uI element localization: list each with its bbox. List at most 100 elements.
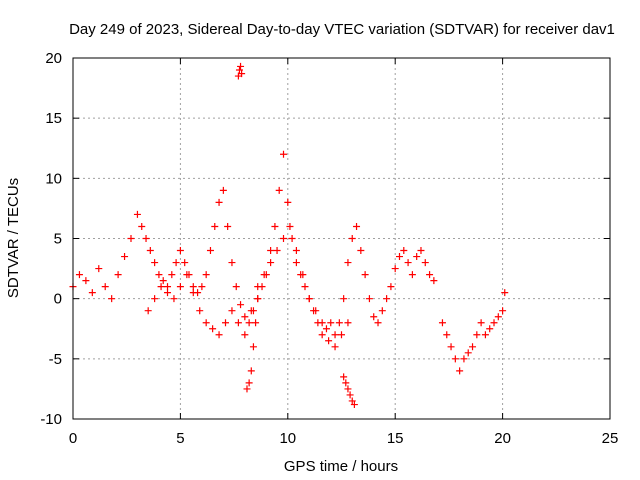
data-point <box>486 325 494 333</box>
data-points <box>69 62 509 409</box>
y-tick-label: -10 <box>40 411 62 428</box>
data-point <box>374 319 382 327</box>
data-point <box>245 379 253 387</box>
data-point <box>284 198 292 206</box>
data-point <box>443 331 451 339</box>
data-point <box>260 271 268 279</box>
data-point <box>88 289 96 297</box>
data-point <box>301 283 309 291</box>
data-point <box>501 289 509 297</box>
data-point <box>357 247 365 255</box>
data-point <box>196 307 204 315</box>
y-axis-label: SDTVAR / TECUs <box>5 178 22 298</box>
data-point <box>267 247 275 255</box>
axis-ticks <box>72 57 611 420</box>
data-point <box>176 247 184 255</box>
series-spike-near-8h <box>234 62 262 393</box>
data-point <box>146 247 154 255</box>
data-point <box>312 307 320 315</box>
data-point <box>280 235 288 242</box>
data-point <box>164 289 172 297</box>
data-point <box>82 277 90 285</box>
data-point <box>395 253 403 261</box>
y-tick-label: -5 <box>49 351 62 368</box>
data-point <box>155 271 163 279</box>
data-point <box>340 373 348 381</box>
data-point <box>400 247 408 255</box>
data-point <box>172 259 180 267</box>
data-point <box>469 343 477 351</box>
series-low-tail <box>340 373 358 409</box>
data-point <box>275 186 283 194</box>
data-point <box>292 259 300 267</box>
data-point <box>404 259 412 267</box>
data-point <box>121 253 129 261</box>
y-tick-label: 5 <box>54 231 62 248</box>
data-point <box>241 313 249 321</box>
data-point <box>215 331 223 339</box>
data-point <box>198 283 206 291</box>
data-point <box>292 247 300 255</box>
data-point <box>421 259 429 267</box>
y-tick-label: 20 <box>45 50 62 67</box>
data-point <box>243 385 251 393</box>
data-point <box>378 307 386 315</box>
data-point <box>499 307 507 315</box>
data-point <box>224 222 232 230</box>
data-point <box>273 247 281 255</box>
data-point <box>142 235 150 242</box>
data-point <box>144 307 152 315</box>
data-point <box>235 66 243 74</box>
data-point <box>133 210 141 218</box>
data-point <box>286 222 294 230</box>
data-point <box>438 319 446 327</box>
data-point <box>271 222 279 230</box>
data-point <box>170 295 178 303</box>
data-point <box>361 271 369 279</box>
data-point <box>456 367 464 375</box>
data-point <box>114 271 122 279</box>
y-tick-label: 15 <box>45 110 62 127</box>
data-point <box>387 283 395 291</box>
data-point <box>299 271 307 279</box>
y-tick-label: 0 <box>54 291 62 308</box>
data-point <box>346 391 354 399</box>
data-point <box>247 307 255 315</box>
x-tick-labels: 0 5 10 15 20 25 <box>69 430 619 447</box>
data-point <box>365 295 373 303</box>
data-point <box>288 235 296 242</box>
data-point <box>460 355 468 363</box>
data-point <box>127 235 135 242</box>
data-point <box>157 283 165 291</box>
data-point <box>237 62 245 70</box>
data-point <box>342 379 350 387</box>
series-secondary-trace <box>144 222 352 351</box>
x-tick-label: 20 <box>494 430 511 447</box>
data-point <box>168 271 176 279</box>
data-point <box>254 295 262 303</box>
data-point <box>202 319 210 327</box>
x-axis-label: GPS time / hours <box>284 458 398 475</box>
data-point <box>335 319 343 327</box>
x-tick-label: 5 <box>176 430 184 447</box>
data-point <box>219 186 227 194</box>
data-point <box>391 265 399 273</box>
x-tick-label: 25 <box>602 430 619 447</box>
chart-title: Day 249 of 2023, Sidereal Day-to-day VTE… <box>69 21 615 38</box>
data-point <box>241 331 249 339</box>
data-point <box>245 319 253 327</box>
y-tick-label: 10 <box>45 170 62 187</box>
data-point <box>370 313 378 321</box>
data-point <box>383 295 391 303</box>
data-point <box>249 343 257 351</box>
data-point <box>477 319 485 327</box>
data-point <box>451 355 459 363</box>
data-point <box>430 277 438 285</box>
data-point <box>426 271 434 279</box>
data-point <box>464 349 472 357</box>
data-point <box>318 319 326 327</box>
data-point <box>232 283 240 291</box>
data-point <box>181 259 189 267</box>
x-tick-label: 10 <box>279 430 296 447</box>
